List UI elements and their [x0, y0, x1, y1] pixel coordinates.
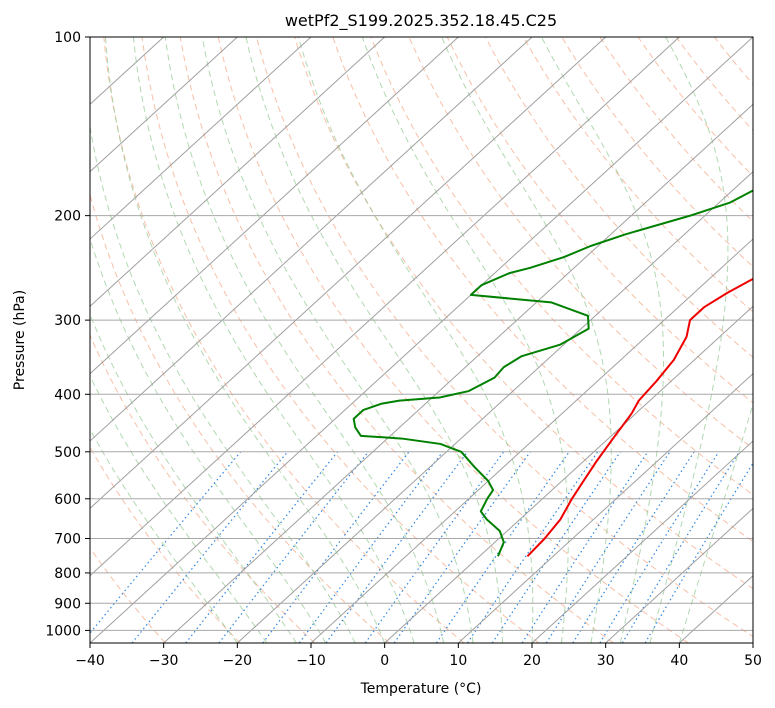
y-tick-label: 1000 — [45, 623, 81, 639]
y-tick-label: 500 — [54, 445, 81, 461]
y-tick-label: 800 — [54, 566, 81, 582]
plot-frame — [89, 36, 754, 644]
dewpoint-profile — [352, 189, 753, 557]
dry-adiabat — [255, 37, 753, 638]
isotherm-line — [90, 37, 607, 510]
isotherm-line — [90, 37, 753, 643]
x-tick-label: −40 — [75, 653, 105, 669]
isotherm-line — [90, 37, 386, 308]
moist-adiabat — [90, 313, 297, 643]
y-tick-label: 700 — [54, 532, 81, 548]
dry-adiabat — [523, 37, 753, 313]
mixing-ratio-line — [467, 451, 599, 643]
mixing-ratio-line — [572, 451, 695, 643]
isotherm-line — [90, 37, 533, 442]
x-axis-label: Temperature (°C) — [360, 681, 482, 697]
moist-adiabat — [164, 37, 445, 643]
mixing-ratio-line — [621, 451, 740, 643]
isotherm-line — [90, 37, 312, 240]
x-tick-label: −30 — [149, 653, 179, 669]
y-tick-label: 900 — [54, 596, 81, 612]
mixing-ratio-line — [435, 451, 570, 643]
chart-title: wetPf2_S199.2025.352.18.45.C25 — [285, 11, 557, 31]
y-tick-label: 300 — [54, 313, 81, 329]
isotherm-line — [531, 440, 753, 643]
temperature-profile — [526, 277, 753, 557]
mixing-ratio-line — [262, 451, 410, 643]
dry-adiabat — [332, 37, 753, 543]
isotherm-line — [605, 507, 753, 643]
x-tick-label: 10 — [449, 653, 467, 669]
dry-adiabat — [90, 547, 166, 643]
x-tick-label: 30 — [597, 653, 615, 669]
moist-adiabat — [90, 236, 327, 643]
mixing-ratio-line — [298, 451, 444, 643]
mixing-ratio-line — [393, 451, 531, 643]
isotherm-line — [457, 372, 753, 643]
moist-adiabat — [361, 37, 569, 643]
profile-lines — [352, 189, 753, 557]
dry-adiabat — [103, 37, 465, 643]
isotherm-line — [310, 238, 753, 643]
mixing-ratio-line — [185, 451, 339, 643]
background-lines — [90, 37, 753, 643]
isotherm-line — [163, 103, 753, 643]
moist-adiabat — [104, 37, 386, 643]
dry-adiabat — [446, 37, 753, 404]
dry-adiabat — [90, 192, 390, 643]
dry-adiabat — [179, 37, 614, 643]
isotherm-line — [90, 37, 680, 577]
moist-adiabat — [201, 37, 474, 643]
mixing-ratio-line — [491, 451, 621, 643]
isotherm-line — [90, 37, 238, 173]
moist-adiabat — [90, 428, 238, 643]
y-tick-label: 400 — [54, 387, 81, 403]
dry-adiabat — [141, 37, 540, 643]
x-tick-label: 0 — [380, 653, 389, 669]
isotherm-line — [90, 37, 459, 375]
x-tick-label: 20 — [523, 653, 541, 669]
mixing-ratio-line — [599, 451, 720, 643]
isotherm-line — [384, 305, 753, 643]
moist-adiabat — [90, 374, 268, 643]
x-tick-label: −10 — [296, 653, 326, 669]
mixing-ratio-line — [545, 451, 671, 643]
moist-adiabat — [90, 123, 356, 643]
axes: −40 −30 −20 −10 0 10 20 30 40 50 100 200 300 400 500 60… — [45, 30, 762, 669]
mixing-ratio-line — [218, 451, 369, 643]
y-axis-label: Pressure (hPa) — [12, 290, 28, 390]
moist-adiabat — [441, 37, 612, 643]
moist-adiabat — [678, 402, 753, 643]
x-tick-label: 40 — [670, 653, 688, 669]
y-tick-label: 100 — [54, 30, 81, 46]
y-tick-label: 600 — [54, 492, 81, 508]
moist-adiabat — [297, 37, 534, 643]
moist-adiabat — [245, 37, 504, 643]
x-tick-label: −20 — [223, 653, 253, 669]
x-tick-label: 50 — [744, 653, 762, 669]
dry-adiabat — [370, 37, 753, 496]
moist-adiabat — [649, 37, 729, 643]
y-tick-label: 200 — [54, 209, 81, 225]
mixing-ratio-line — [521, 451, 649, 643]
dry-adiabat — [484, 37, 753, 358]
moist-adiabat — [540, 37, 665, 643]
dry-adiabat — [408, 37, 753, 450]
